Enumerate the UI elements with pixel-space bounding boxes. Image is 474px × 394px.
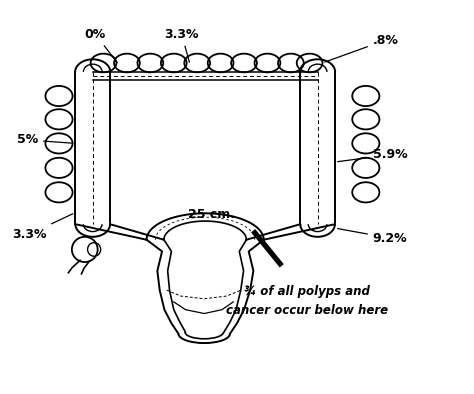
Text: 3.3%: 3.3%: [164, 28, 199, 62]
Text: 9.2%: 9.2%: [337, 229, 408, 245]
Text: 5%: 5%: [17, 134, 73, 147]
Text: 5.9%: 5.9%: [337, 148, 408, 162]
Text: 3.3%: 3.3%: [12, 214, 73, 241]
Text: 25 cm.: 25 cm.: [188, 208, 235, 221]
Text: cancer occur below here: cancer occur below here: [226, 303, 388, 316]
Text: ¾ of all polyps and: ¾ of all polyps and: [244, 285, 370, 298]
Text: .8%: .8%: [325, 33, 399, 62]
Text: 0%: 0%: [85, 28, 117, 63]
